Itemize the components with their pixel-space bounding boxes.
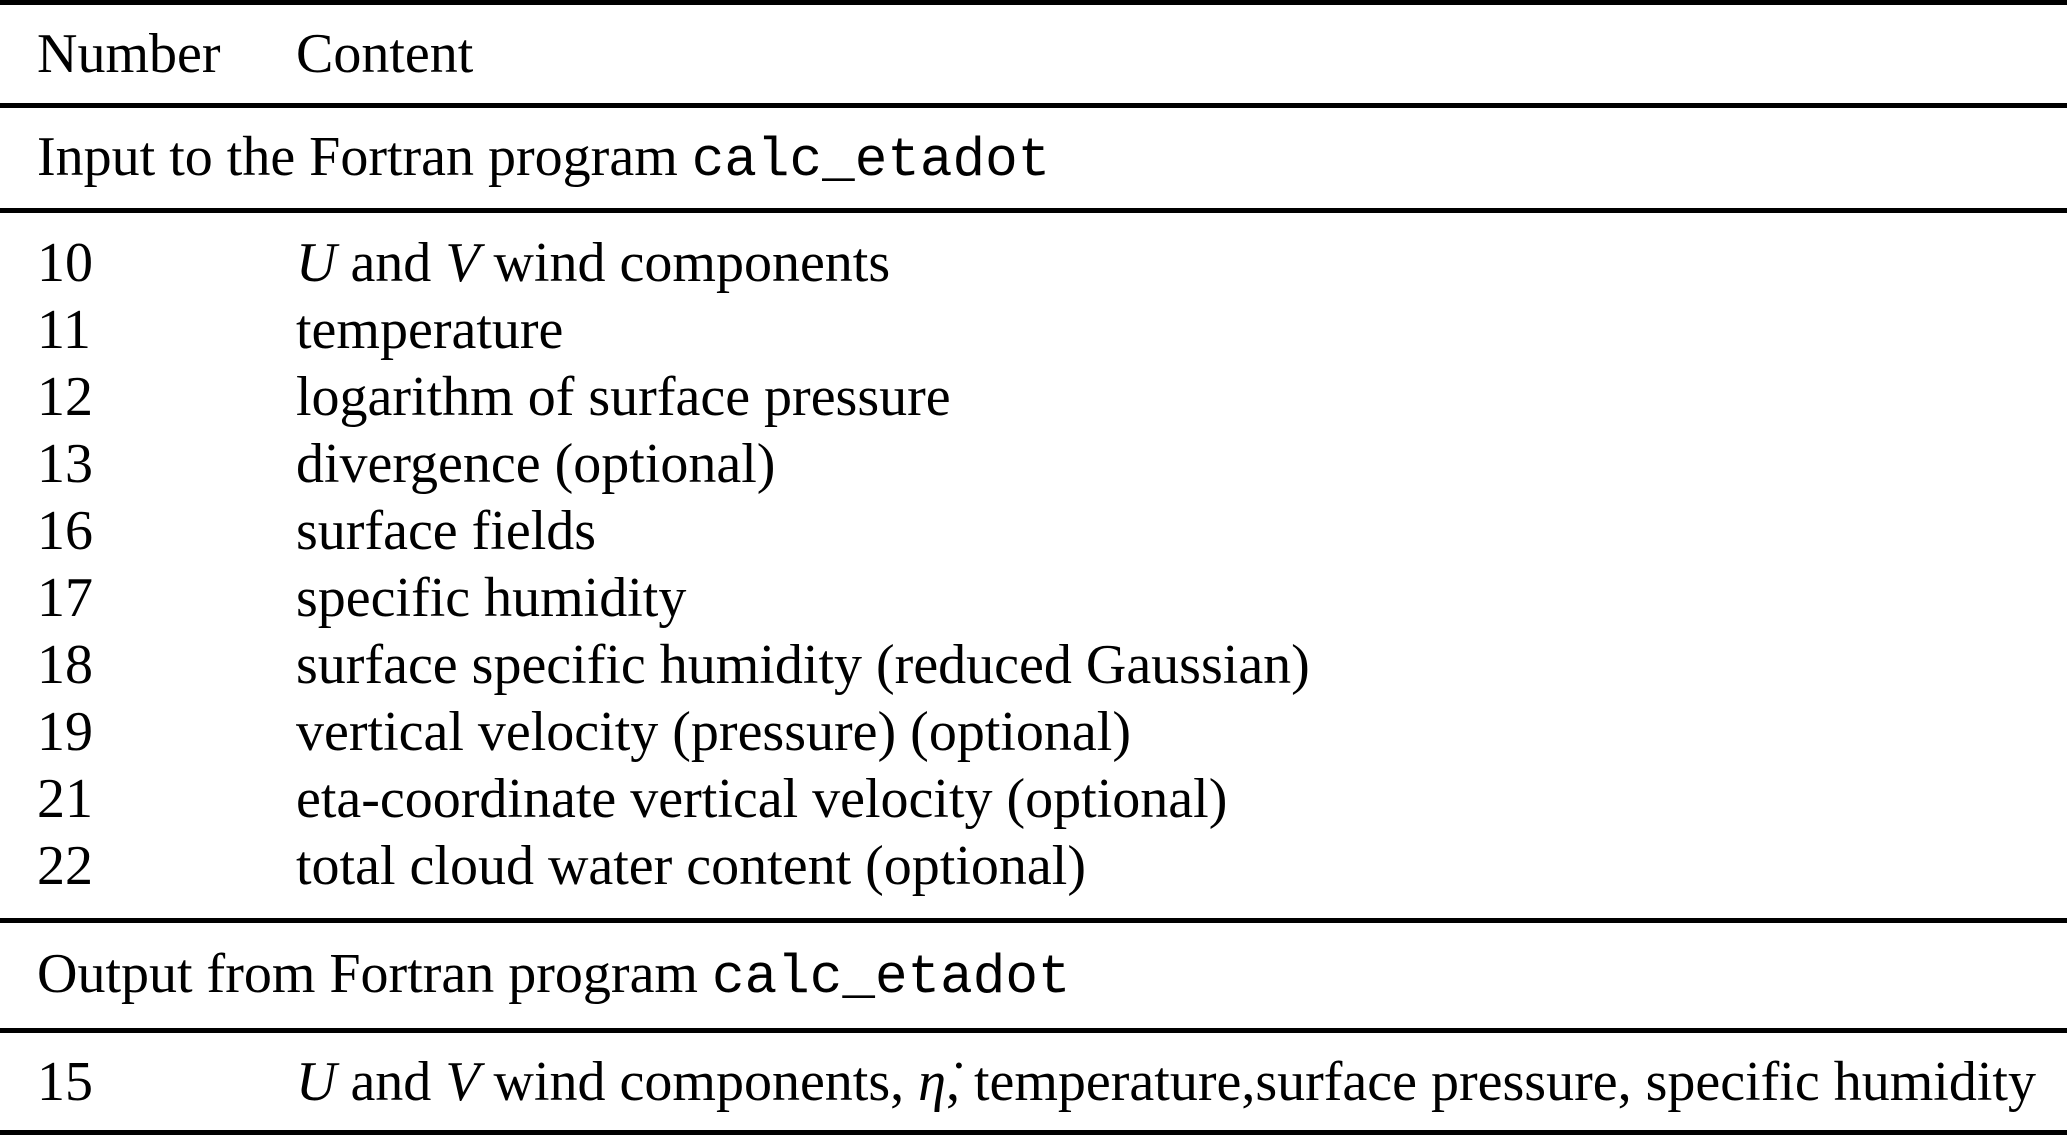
table-row: 13 divergence (optional) — [0, 430, 2067, 497]
row-content-cell: total cloud water content (optional) — [296, 834, 2067, 898]
text-segment: total cloud water content (optional) — [296, 834, 1086, 897]
section-header-output-text: Output from Fortran program calc_etadot — [37, 942, 1071, 1009]
row-content-cell: vertical velocity (pressure) (optional) — [296, 700, 2067, 764]
table-row: 10 U and V wind components — [0, 229, 2067, 296]
table-row: 18 surface specific humidity (reduced Gau… — [0, 631, 2067, 698]
rule-below-input-rows — [0, 918, 2067, 923]
row-content-cell: surface specific humidity (reduced Gauss… — [296, 633, 2067, 697]
rule-below-output-header — [0, 1028, 2067, 1033]
row-content-cell: logarithm of surface pressure — [296, 365, 2067, 429]
table-row: 16 surface fields — [0, 497, 2067, 564]
row-number-cell: 15 — [37, 1050, 93, 1113]
text-segment: divergence (optional) — [296, 432, 776, 495]
row-number-cell: 13 — [37, 432, 93, 495]
program-name-text: calc_etadot — [691, 130, 1051, 192]
column-header-content: Content — [296, 23, 474, 85]
table-row: 21 eta-coordinate vertical velocity (opti… — [0, 765, 2067, 832]
section-input-rows: 10 U and V wind components 11 temperature 12… — [0, 213, 2067, 918]
text-segment: specific humidity — [296, 566, 687, 629]
text-segment: wind components — [479, 231, 891, 294]
text-segment: η̇ — [918, 1050, 946, 1113]
text-segment: surface specific humidity (reduced Gauss… — [296, 633, 1310, 696]
rule-below-input-header — [0, 208, 2067, 213]
text-segment: and — [336, 1050, 446, 1113]
table-header-row: Number Content — [0, 5, 2067, 103]
row-number-cell: 21 — [37, 767, 93, 830]
text-segment: Input to the Fortran program — [37, 125, 692, 188]
text-segment: V — [445, 1050, 480, 1113]
row-number-cell: 17 — [37, 566, 93, 629]
table-top-rule — [0, 0, 2067, 5]
table-row: 19 vertical velocity (pressure) (optional… — [0, 698, 2067, 765]
program-name-text: calc_etadot — [711, 948, 1071, 1009]
section-header-input: Input to the Fortran program calc_etadot — [0, 108, 2067, 208]
row-number-cell: 16 — [37, 499, 93, 562]
row-content-cell: surface fields — [296, 499, 2067, 563]
row-content-cell: U and V wind components, η̇, temperature… — [296, 1050, 2067, 1114]
text-segment: V — [445, 231, 480, 294]
table-row: 11 temperature — [0, 296, 2067, 363]
row-number-cell: 12 — [37, 365, 93, 428]
section-header-output: Output from Fortran program calc_etadot — [0, 923, 2067, 1028]
row-number-cell: 11 — [37, 298, 91, 361]
text-segment: , temperature,surface pressure, specific… — [945, 1050, 2036, 1113]
row-content-cell: temperature — [296, 298, 2067, 362]
text-segment: vertical velocity (pressure) (optional) — [296, 700, 1131, 763]
table-row: 12 logarithm of surface pressure — [0, 363, 2067, 430]
row-number-cell: 19 — [37, 700, 93, 763]
text-segment: U — [296, 1050, 337, 1113]
text-segment: temperature — [296, 298, 564, 361]
text-segment: eta-coordinate vertical velocity (option… — [296, 767, 1228, 830]
row-number-cell: 22 — [37, 834, 93, 897]
text-segment: and — [336, 231, 446, 294]
table-bottom-rule — [0, 1130, 2067, 1135]
row-number-cell: 18 — [37, 633, 93, 696]
table-row: 22 total cloud water content (optional) — [0, 832, 2067, 899]
table-row: 15 U and V wind components, η̇, temperatu… — [0, 1033, 2067, 1130]
row-content-cell: eta-coordinate vertical velocity (option… — [296, 767, 2067, 831]
text-segment: Output from Fortran program — [37, 943, 712, 1005]
rule-below-header — [0, 103, 2067, 108]
text-segment: wind components, — [479, 1050, 919, 1113]
section-header-input-text: Input to the Fortran program calc_etadot — [37, 125, 1050, 192]
row-content-cell: divergence (optional) — [296, 432, 2067, 496]
column-header-number: Number — [37, 23, 221, 85]
row-content-cell: U and V wind components — [296, 231, 2067, 295]
row-number-cell: 10 — [37, 231, 93, 294]
text-segment: logarithm of surface pressure — [296, 365, 951, 428]
section-output-rows: 15 U and V wind components, η̇, temperatu… — [0, 1033, 2067, 1130]
text-segment: U — [296, 231, 337, 294]
row-content-cell: specific humidity — [296, 566, 2067, 630]
text-segment: surface fields — [296, 499, 597, 562]
table-row: 17 specific humidity — [0, 564, 2067, 631]
